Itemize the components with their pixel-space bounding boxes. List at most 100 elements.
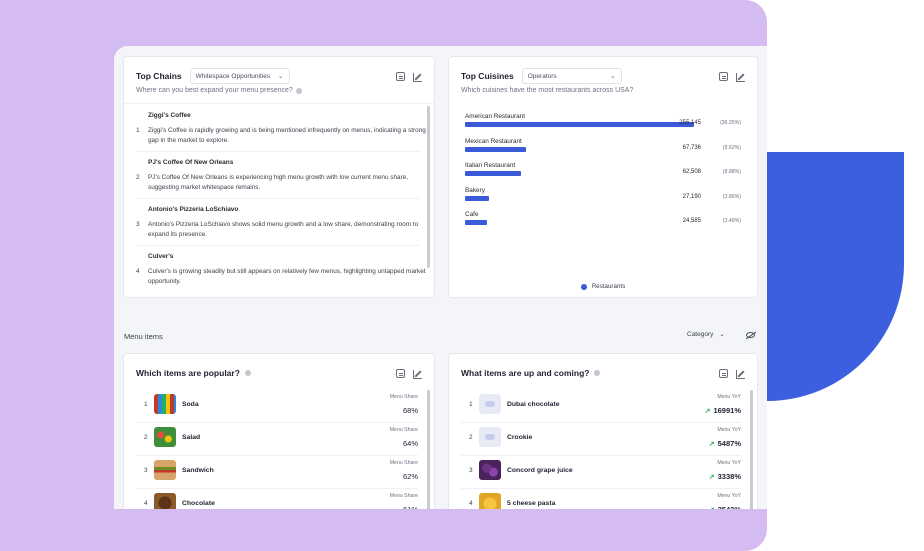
info-icon[interactable] [594, 370, 601, 376]
top-chains-subtitle-text: Where can you best expand your menu pres… [136, 87, 293, 94]
list-item[interactable]: PJ's Coffee Of New Orleans 2 PJ's Coffee… [136, 159, 420, 199]
chain-description: Antonio's Pizzeria LoSchiavo shows solid… [148, 221, 419, 238]
top-cuisines-subtitle-text: Which cuisines have the most restaurants… [461, 87, 634, 94]
metric-value: ↗ 16991% [705, 406, 741, 415]
bar-value-label: 67,736 [682, 144, 701, 151]
bar[interactable] [465, 146, 526, 152]
bar-category-label: American Restaurant [465, 113, 526, 120]
chain-rank: 2 [136, 174, 140, 181]
top-chains-select[interactable]: Whitespace Opportunities ⌄ [189, 68, 290, 84]
bar-row: Mexican Restaurant 67,736 (9.62%) [465, 138, 741, 156]
metric-value: 61% [403, 505, 418, 509]
top-cuisines-select[interactable]: Operators ⌄ [521, 68, 622, 84]
info-icon[interactable] [244, 370, 251, 376]
metric-label: Menu Share [389, 394, 418, 400]
bar[interactable] [465, 122, 694, 127]
list-item[interactable]: 4 5 cheese pasta Menu YoY ↗2543% [461, 489, 741, 509]
bar-category-label: Italian Restaurant [465, 162, 516, 169]
scrollbar[interactable] [427, 390, 430, 509]
edit-icon[interactable] [413, 72, 422, 82]
item-name: Chocolate [182, 500, 215, 507]
item-thumbnail [154, 493, 176, 509]
category-select[interactable]: Category ⌄ [687, 330, 725, 339]
bar-row: American Restaurant 255,145 (36.25%) [465, 113, 741, 131]
bar-value-label: 62,508 [682, 169, 701, 175]
upcoming-title: What items are up and coming? [461, 368, 590, 378]
bar-percent-label: (3.86%) [722, 193, 741, 200]
list-item[interactable]: 1 Soda Menu Share 68% [136, 390, 418, 423]
edit-icon[interactable] [736, 72, 745, 82]
item-rank: 1 [144, 401, 148, 408]
export-icon[interactable] [396, 71, 405, 81]
bar-percent-label: (36.25%) [719, 120, 741, 126]
list-item[interactable]: 3 Sandwich Menu Share 62% [136, 456, 418, 489]
bar[interactable] [465, 171, 522, 176]
info-icon[interactable] [295, 87, 302, 94]
edit-icon[interactable] [736, 369, 745, 379]
item-rank: 4 [144, 500, 148, 507]
metric-label: Menu Share [389, 460, 418, 466]
metric-label: Menu YoY [717, 493, 741, 499]
bar-value-label: 27,190 [682, 193, 701, 200]
bar-category-label: Mexican Restaurant [465, 137, 522, 145]
bar-value-label: 255,145 [679, 120, 701, 126]
metric-value: 62% [403, 472, 418, 481]
popular-items-card: Which items are popular? 1 Soda Menu Share… [123, 353, 435, 509]
top-cuisines-subtitle: Which cuisines have the most restaurants… [461, 87, 633, 94]
bar-category-label: Bakery [465, 186, 485, 194]
metric-value-text: 64% [402, 439, 418, 448]
top-chains-card: Top Chains Whitespace Opportunities ⌄ Wh… [123, 56, 435, 298]
top-chains-subtitle: Where can you best expand your menu pres… [136, 87, 302, 94]
top-chains-title: Top Chains [136, 71, 182, 81]
top-cuisines-card: Top Cuisines Operators ⌄ Which cuisines … [448, 56, 758, 298]
item-thumbnail [479, 493, 501, 509]
hide-icon[interactable] [746, 332, 755, 338]
bar-percent-label: (3.49%) [722, 218, 741, 224]
item-name: Dubai chocolate [507, 401, 560, 408]
list-item[interactable]: 3 Concord grape juice Menu YoY ↗ 3338% [461, 456, 741, 489]
bar[interactable] [465, 220, 488, 225]
item-thumbnail [154, 460, 176, 480]
scrollbar[interactable] [427, 106, 430, 268]
metric-label: Menu YoY [717, 460, 741, 466]
top-chains-list: Ziggi's Coffee 1 Ziggi's Coffee is rapid… [124, 103, 434, 297]
list-item[interactable]: Ziggi's Coffee 1 Ziggi's Coffee is rapid… [136, 112, 426, 152]
metric-label: Menu Share [389, 427, 418, 433]
metric-value-text: 62% [402, 472, 418, 481]
bar[interactable] [465, 195, 490, 201]
export-icon[interactable] [719, 71, 728, 81]
list-item[interactable]: Culver's 4 Culver's is growing steadily … [136, 253, 426, 293]
item-rank: 3 [144, 467, 148, 474]
metric-value: 68% [403, 406, 418, 415]
metric-value-text: 68% [402, 406, 418, 415]
metric-value-text: 3338% [717, 472, 741, 481]
trend-up-icon: ↗ [704, 408, 711, 415]
export-icon[interactable] [396, 368, 405, 378]
chain-rank: 3 [136, 221, 140, 228]
scrollbar[interactable] [750, 390, 753, 509]
bar-row: Bakery 27,190 (3.86%) [465, 187, 741, 205]
list-item[interactable]: 4 Chocolate Menu Share 61% [136, 489, 418, 509]
item-name: 5 cheese pasta [507, 500, 556, 507]
chevron-down-icon: ⌄ [609, 73, 616, 80]
chain-name: PJ's Coffee Of New Orleans [148, 159, 234, 166]
cloud-placeholder-icon [479, 394, 501, 414]
metric-label: Menu Share [389, 493, 418, 499]
edit-icon[interactable] [413, 369, 422, 379]
list-item[interactable]: 2 Crookie Menu YoY ↗ 5487% [461, 423, 741, 456]
list-item[interactable]: 1 Dubai chocolate Menu YoY ↗ 16991% [461, 390, 741, 423]
chain-description: Ziggi's Coffee is rapidly growing and is… [148, 127, 426, 144]
item-rank: 1 [469, 401, 473, 408]
trend-up-icon: ↗ [708, 441, 715, 448]
legend-swatch [580, 283, 587, 290]
export-icon[interactable] [719, 368, 728, 378]
bar-value-label: 24,585 [682, 218, 701, 224]
list-item[interactable]: 2 Salad Menu Share 64% [136, 423, 418, 456]
item-rank: 2 [469, 434, 473, 441]
list-item[interactable]: Antonio's Pizzeria LoSchiavo 3 Antonio's… [136, 206, 420, 246]
item-thumbnail [154, 427, 176, 447]
item-name: Soda [182, 401, 199, 408]
legend-label: Restaurants [591, 283, 626, 290]
metric-value-text: 16991% [713, 406, 741, 415]
item-rank: 2 [144, 434, 148, 441]
